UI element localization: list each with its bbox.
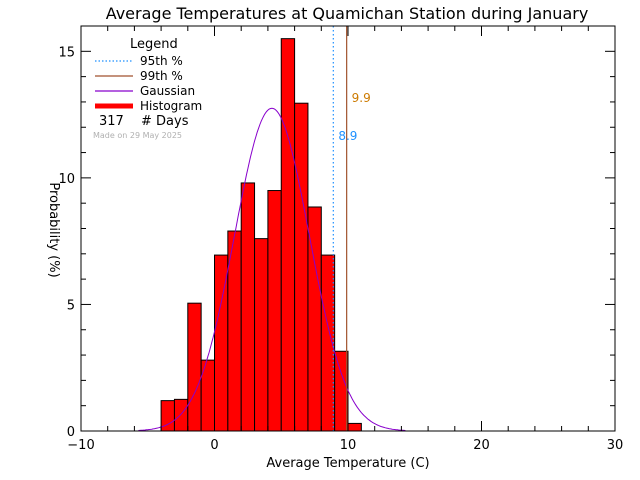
y-tick-label: 5 bbox=[67, 298, 75, 313]
x-tick-label: 10 bbox=[340, 438, 357, 453]
y-tick-label: 15 bbox=[58, 45, 75, 60]
made-on-note: Made on 29 May 2025 bbox=[93, 131, 182, 140]
y-axis-label: Probability (%) bbox=[46, 182, 61, 277]
x-tick-label: 30 bbox=[607, 438, 624, 453]
x-tick-label: 20 bbox=[473, 438, 490, 453]
histogram-bar-3 bbox=[187, 302, 202, 432]
plot-area: 8.9 9.9 bbox=[138, 26, 406, 432]
legend: Legend 95th % 99th % Gaussian Histogram … bbox=[93, 37, 202, 140]
x-tick-label: 0 bbox=[210, 438, 218, 453]
legend-label-gaussian: Gaussian bbox=[140, 84, 195, 98]
histogram-bar-8 bbox=[254, 238, 269, 432]
legend-days-label: # Days bbox=[141, 114, 189, 129]
legend-label-99th: 99th % bbox=[140, 69, 183, 83]
histogram-bar-10 bbox=[280, 38, 296, 432]
histogram-bar-9 bbox=[267, 190, 282, 432]
chart-title: Average Temperatures at Quamichan Statio… bbox=[106, 4, 589, 23]
histogram-bar-14 bbox=[334, 350, 349, 432]
histogram-bar-11 bbox=[294, 102, 309, 432]
legend-label-95th: 95th % bbox=[140, 54, 183, 68]
histogram-bar-7 bbox=[240, 182, 256, 432]
x-axis-label: Average Temperature (C) bbox=[266, 456, 429, 471]
legend-label-histogram: Histogram bbox=[140, 99, 202, 113]
percentile-99-label: 9.9 bbox=[352, 91, 371, 105]
y-tick-label: 10 bbox=[58, 172, 75, 187]
legend-title: Legend bbox=[130, 37, 178, 52]
legend-days-count: 317 bbox=[99, 114, 124, 129]
x-tick-label: −10 bbox=[67, 438, 94, 453]
percentile-95-label: 8.9 bbox=[338, 129, 357, 143]
histogram-bar-2 bbox=[173, 398, 189, 432]
gaussian-curve bbox=[138, 107, 406, 431]
y-tick-label: 0 bbox=[67, 425, 75, 440]
histogram-bar-15 bbox=[347, 422, 362, 432]
